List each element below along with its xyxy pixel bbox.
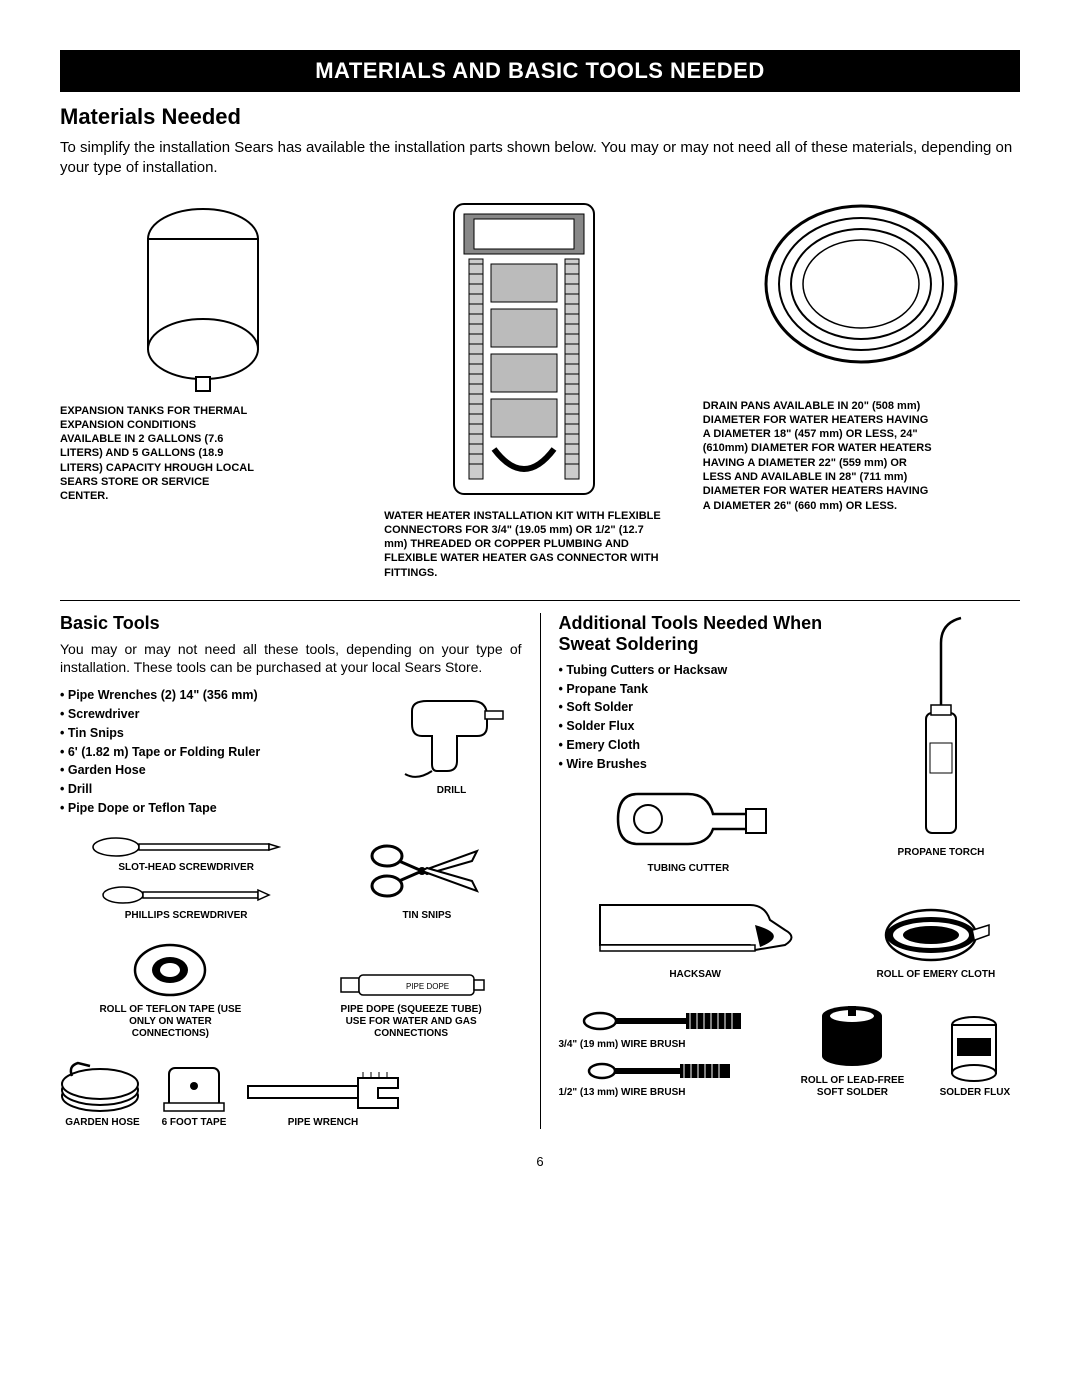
list-item: Garden Hose xyxy=(60,761,372,780)
list-item: 6' (1.82 m) Tape or Folding Ruler xyxy=(60,743,372,762)
tool-tubing-cutter: TUBING CUTTER xyxy=(559,779,819,875)
tools-section: Basic Tools You may or may not need all … xyxy=(60,613,1020,1129)
wire-brush-34-label: 3/4" (19 mm) WIRE BRUSH xyxy=(559,1039,686,1051)
basic-tools-heading: Basic Tools xyxy=(60,613,522,634)
divider-rule xyxy=(60,600,1020,601)
tubing-cutter-label: TUBING CUTTER xyxy=(648,863,730,875)
drain-pan-illustration xyxy=(761,199,961,369)
list-item: Pipe Dope or Teflon Tape xyxy=(60,799,372,818)
additional-tools-column: Additional Tools Needed When Sweat Solde… xyxy=(541,613,1021,1129)
pipe-dope-label: PIPE DOPE (SQUEEZE TUBE) USE FOR WATER A… xyxy=(331,1004,491,1040)
garden-hose-icon xyxy=(60,1058,145,1113)
tin-snips-label: TIN SNIPS xyxy=(402,910,451,922)
page-banner: MATERIALS AND BASIC TOOLS NEEDED xyxy=(60,50,1020,92)
tool-propane-torch: PROPANE TORCH xyxy=(862,613,1020,859)
phillips-screwdriver-icon xyxy=(101,884,271,906)
materials-heading: Materials Needed xyxy=(60,104,1020,130)
wire-brush-12-label: 1/2" (13 mm) WIRE BRUSH xyxy=(559,1087,686,1099)
tool-phillips-screwdriver: PHILLIPS SCREWDRIVER xyxy=(60,884,312,922)
expansion-tank-caption: EXPANSION TANKS FOR THERMAL EXPANSION CO… xyxy=(60,404,260,504)
six-foot-tape-label: 6 FOOT TAPE xyxy=(162,1117,227,1129)
basic-tools-column: Basic Tools You may or may not need all … xyxy=(60,613,541,1129)
drain-pan-caption: DRAIN PANS AVAILABLE IN 20" (508 mm) DIA… xyxy=(703,399,933,513)
tool-teflon-tape: ROLL OF TEFLON TAPE (USE ONLY ON WATER C… xyxy=(60,940,281,1040)
tin-snips-icon xyxy=(367,836,487,906)
list-item: Drill xyxy=(60,780,372,799)
material-install-kit: WATER HEATER INSTALLATION KIT WITH FLEXI… xyxy=(366,199,683,580)
garden-hose-label: GARDEN HOSE xyxy=(65,1117,139,1129)
list-item: Propane Tank xyxy=(559,680,852,699)
pipe-wrench-label: PIPE WRENCH xyxy=(288,1117,359,1129)
list-item: Tin Snips xyxy=(60,724,372,743)
pipe-wrench-icon xyxy=(243,1068,403,1113)
drill-label: DRILL xyxy=(437,785,466,797)
install-kit-caption: WATER HEATER INSTALLATION KIT WITH FLEXI… xyxy=(384,509,664,580)
list-item: Emery Cloth xyxy=(559,736,852,755)
six-foot-tape-icon xyxy=(159,1058,229,1113)
teflon-tape-icon xyxy=(130,940,210,1000)
svg-text:PIPE DOPE: PIPE DOPE xyxy=(406,982,449,991)
teflon-tape-label: ROLL OF TEFLON TAPE (USE ONLY ON WATER C… xyxy=(95,1004,245,1040)
tool-pipe-wrench: PIPE WRENCH xyxy=(243,1068,403,1129)
basic-tools-list: Pipe Wrenches (2) 14" (356 mm) Screwdriv… xyxy=(60,686,372,817)
tool-wire-brush-12: 1/2" (13 mm) WIRE BRUSH xyxy=(559,1059,776,1099)
basic-tools-desc: You may or may not need all these tools,… xyxy=(60,640,522,676)
wire-brush-12-icon xyxy=(587,1059,747,1083)
list-item: Wire Brushes xyxy=(559,755,852,774)
list-item: Soft Solder xyxy=(559,698,852,717)
list-item: Solder Flux xyxy=(559,717,852,736)
phillips-screwdriver-label: PHILLIPS SCREWDRIVER xyxy=(125,910,248,922)
tool-solder-flux: SOLDER FLUX xyxy=(930,1013,1020,1099)
tool-emery-cloth: ROLL OF EMERY CLOTH xyxy=(852,905,1020,981)
tool-wire-brush-34: 3/4" (19 mm) WIRE BRUSH xyxy=(559,1007,776,1051)
list-item: Screwdriver xyxy=(60,705,372,724)
soft-solder-icon xyxy=(812,1001,892,1071)
soft-solder-label: ROLL OF LEAD-FREE SOFT SOLDER xyxy=(797,1075,907,1099)
slot-screwdriver-icon xyxy=(91,836,281,858)
tool-pipe-dope: PIPE DOPE PIPE DOPE (SQUEEZE TUBE) USE F… xyxy=(301,970,522,1040)
hacksaw-icon xyxy=(590,895,800,965)
emery-cloth-label: ROLL OF EMERY CLOTH xyxy=(877,969,996,981)
propane-torch-label: PROPANE TORCH xyxy=(898,847,985,859)
list-item: Tubing Cutters or Hacksaw xyxy=(559,661,852,680)
page-number: 6 xyxy=(60,1154,1020,1169)
hacksaw-label: HACKSAW xyxy=(669,969,721,981)
tool-slot-screwdriver: SLOT-HEAD SCREWDRIVER xyxy=(60,836,312,874)
install-kit-illustration xyxy=(449,199,599,499)
tool-soft-solder: ROLL OF LEAD-FREE SOFT SOLDER xyxy=(789,1001,915,1099)
tool-6-foot-tape: 6 FOOT TAPE xyxy=(159,1058,229,1129)
expansion-tank-illustration xyxy=(138,199,268,394)
tubing-cutter-icon xyxy=(608,779,768,859)
list-item: Pipe Wrenches (2) 14" (356 mm) xyxy=(60,686,372,705)
drill-icon xyxy=(397,686,507,781)
emery-cloth-icon xyxy=(881,905,991,965)
tool-tin-snips: TIN SNIPS xyxy=(332,836,521,922)
propane-torch-icon xyxy=(906,613,976,843)
solder-flux-icon xyxy=(947,1013,1002,1083)
material-expansion-tank: EXPANSION TANKS FOR THERMAL EXPANSION CO… xyxy=(60,199,346,580)
slot-screwdriver-label: SLOT-HEAD SCREWDRIVER xyxy=(118,862,254,874)
additional-tools-heading: Additional Tools Needed When Sweat Solde… xyxy=(559,613,852,655)
materials-row: EXPANSION TANKS FOR THERMAL EXPANSION CO… xyxy=(60,199,1020,580)
tool-drill: DRILL xyxy=(382,686,522,829)
pipe-dope-icon: PIPE DOPE xyxy=(336,970,486,1000)
additional-tools-list: Tubing Cutters or Hacksaw Propane Tank S… xyxy=(559,661,852,774)
material-drain-pan: DRAIN PANS AVAILABLE IN 20" (508 mm) DIA… xyxy=(703,199,1020,580)
wire-brush-34-icon xyxy=(582,1007,752,1035)
tool-garden-hose: GARDEN HOSE xyxy=(60,1058,145,1129)
materials-intro: To simplify the installation Sears has a… xyxy=(60,138,1020,179)
tool-hacksaw: HACKSAW xyxy=(559,895,832,981)
solder-flux-label: SOLDER FLUX xyxy=(940,1087,1011,1099)
